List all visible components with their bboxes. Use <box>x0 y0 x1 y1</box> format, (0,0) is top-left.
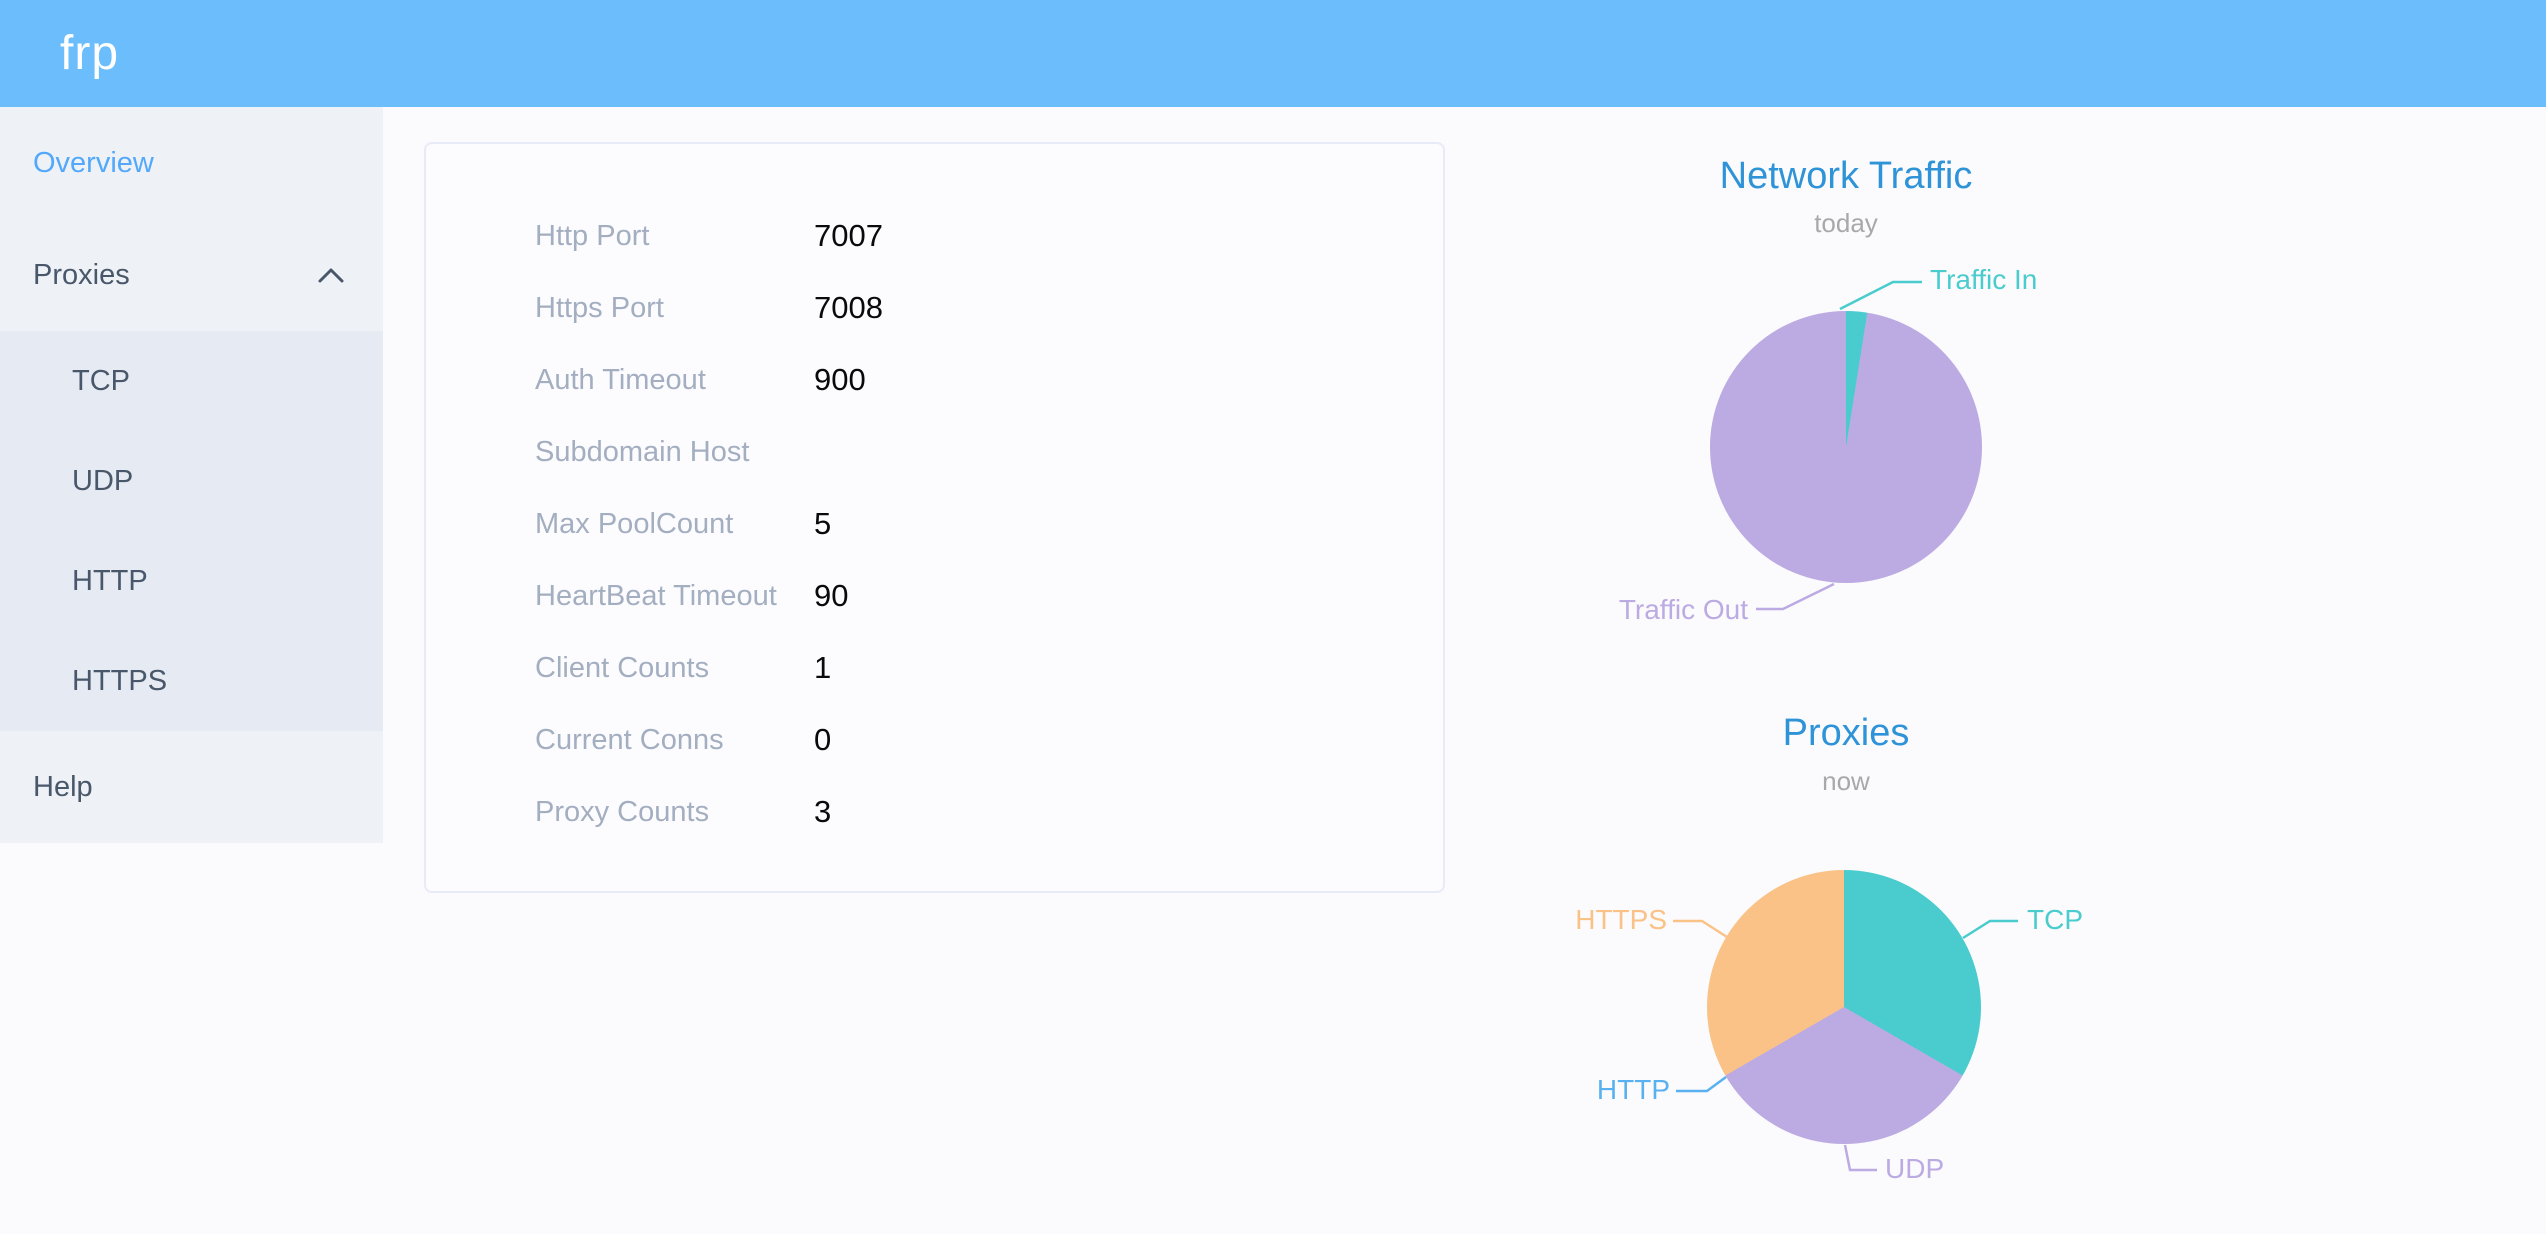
info-label: Proxy Counts <box>535 795 710 828</box>
callout-line-traffic-out <box>1756 582 1835 611</box>
info-label: Https Port <box>535 291 664 324</box>
sidebar-item-https[interactable]: HTTPS <box>0 631 383 731</box>
callout-line-tcp <box>1962 919 2018 940</box>
sidebar-item-udp[interactable]: UDP <box>0 431 383 531</box>
sidebar-submenu-proxies: TCP UDP HTTP HTTPS <box>0 331 383 731</box>
network-traffic-subtitle: today <box>1814 208 1878 238</box>
chevron-up-icon[interactable] <box>317 266 345 284</box>
info-row-max-poolcount: Max PoolCount 5 <box>426 488 1443 560</box>
sidebar-item-udp-label: UDP <box>72 464 134 497</box>
callout-line-udp <box>1843 1144 1877 1172</box>
sidebar-item-https-label: HTTPS <box>72 664 168 697</box>
info-value: 7008 <box>814 290 883 325</box>
sidebar-item-help[interactable]: Help <box>0 731 383 843</box>
network-traffic-pie[interactable] <box>1710 311 1982 583</box>
sidebar-nav: Overview Proxies TCP UDP HTTP HTTPS Help <box>0 107 383 843</box>
info-label: HeartBeat Timeout <box>535 579 777 612</box>
info-row-http-port: Http Port 7007 <box>426 200 1443 272</box>
sidebar-item-http[interactable]: HTTP <box>0 531 383 631</box>
info-label: Max PoolCount <box>535 507 734 540</box>
network-traffic-title: Network Traffic <box>1719 155 1973 197</box>
server-info-card: Http Port 7007 Https Port 7008 Auth Time… <box>424 142 1445 893</box>
info-value: 900 <box>814 362 866 397</box>
info-value: 5 <box>814 506 832 541</box>
info-row-client-counts: Client Counts 1 <box>426 632 1443 704</box>
info-row-https-port: Https Port 7008 <box>426 272 1443 344</box>
info-label: Current Conns <box>535 723 724 756</box>
sidebar-item-tcp-label: TCP <box>72 364 130 397</box>
pie-label-tcp: TCP <box>2027 904 2083 935</box>
sidebar-item-help-label: Help <box>33 770 93 803</box>
app-logo: frp <box>60 27 120 80</box>
callout-line-traffic-in <box>1839 280 1922 311</box>
callout-line-http <box>1676 1075 1727 1093</box>
proxies-pie[interactable] <box>1707 870 1981 1144</box>
info-label: Client Counts <box>535 651 710 684</box>
sidebar-item-overview[interactable]: Overview <box>0 107 383 219</box>
callout-line-https <box>1673 919 1728 939</box>
sidebar-item-proxies-label: Proxies <box>33 258 130 291</box>
info-row-auth-timeout: Auth Timeout 900 <box>426 344 1443 416</box>
sidebar-item-http-label: HTTP <box>72 564 148 597</box>
info-value: 0 <box>814 722 832 757</box>
info-row-heartbeat-timeout: HeartBeat Timeout 90 <box>426 560 1443 632</box>
info-label: Subdomain Host <box>535 435 750 468</box>
sidebar-item-overview-label: Overview <box>33 146 154 179</box>
app-header: frp <box>0 0 2546 107</box>
pie-label-udp: UDP <box>1885 1153 1945 1184</box>
sidebar-item-tcp[interactable]: TCP <box>0 331 383 431</box>
info-label: Http Port <box>535 219 650 252</box>
info-value: 90 <box>814 578 849 613</box>
proxies-subtitle: now <box>1822 766 1870 796</box>
proxies-title: Proxies <box>1782 712 1910 754</box>
pie-label-http: HTTP <box>1596 1074 1670 1105</box>
sidebar-item-proxies[interactable]: Proxies <box>0 219 383 331</box>
info-value: 1 <box>814 650 832 685</box>
info-value: 7007 <box>814 218 883 253</box>
info-value: 3 <box>814 794 832 829</box>
pie-label-https: HTTPS <box>1575 904 1667 935</box>
pie-label-traffic-out: Traffic Out <box>1618 594 1748 625</box>
info-row-subdomain-host: Subdomain Host <box>426 416 1443 488</box>
info-label: Auth Timeout <box>535 363 706 396</box>
info-row-proxy-counts: Proxy Counts 3 <box>426 776 1443 848</box>
pie-label-traffic-in: Traffic In <box>1930 264 2038 295</box>
info-row-current-conns: Current Conns 0 <box>426 704 1443 776</box>
